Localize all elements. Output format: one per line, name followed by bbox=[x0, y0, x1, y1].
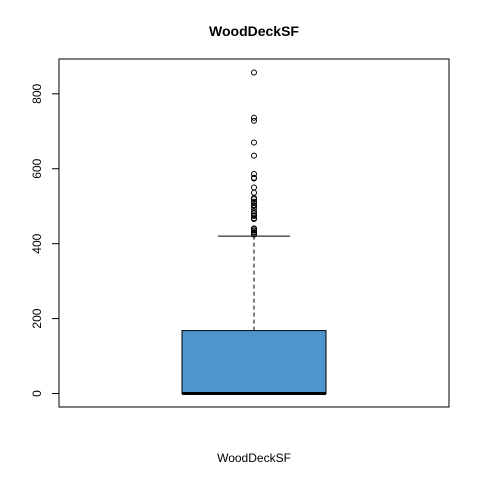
outlier-point bbox=[251, 171, 257, 178]
box-plot bbox=[181, 235, 327, 396]
chart-title: WoodDeckSF bbox=[209, 23, 299, 39]
outlier-point bbox=[251, 175, 257, 182]
y-tick-label: 0 bbox=[30, 390, 44, 397]
y-tick-label: 200 bbox=[30, 308, 44, 328]
outlier-point bbox=[251, 184, 257, 191]
outlier-point bbox=[251, 114, 257, 121]
y-tick-label: 800 bbox=[30, 84, 44, 104]
outlier-point bbox=[251, 117, 257, 124]
outlier-point bbox=[251, 189, 257, 196]
outlier-point bbox=[251, 152, 257, 159]
iqr-box bbox=[181, 330, 327, 395]
y-tick-label: 400 bbox=[30, 233, 44, 253]
outlier-point bbox=[251, 69, 257, 76]
outlier-point bbox=[251, 215, 257, 222]
y-axis: 0 200 400 600 800 bbox=[30, 84, 60, 397]
outlier-point bbox=[251, 231, 257, 238]
outlier-point bbox=[251, 212, 257, 219]
outlier-point bbox=[251, 208, 257, 215]
outlier-points bbox=[251, 69, 257, 238]
y-tick-label: 600 bbox=[30, 158, 44, 178]
outlier-point bbox=[251, 196, 257, 203]
outlier-point bbox=[251, 139, 257, 146]
outlier-point bbox=[251, 202, 257, 209]
x-axis-label: WoodDeckSF bbox=[217, 451, 291, 465]
